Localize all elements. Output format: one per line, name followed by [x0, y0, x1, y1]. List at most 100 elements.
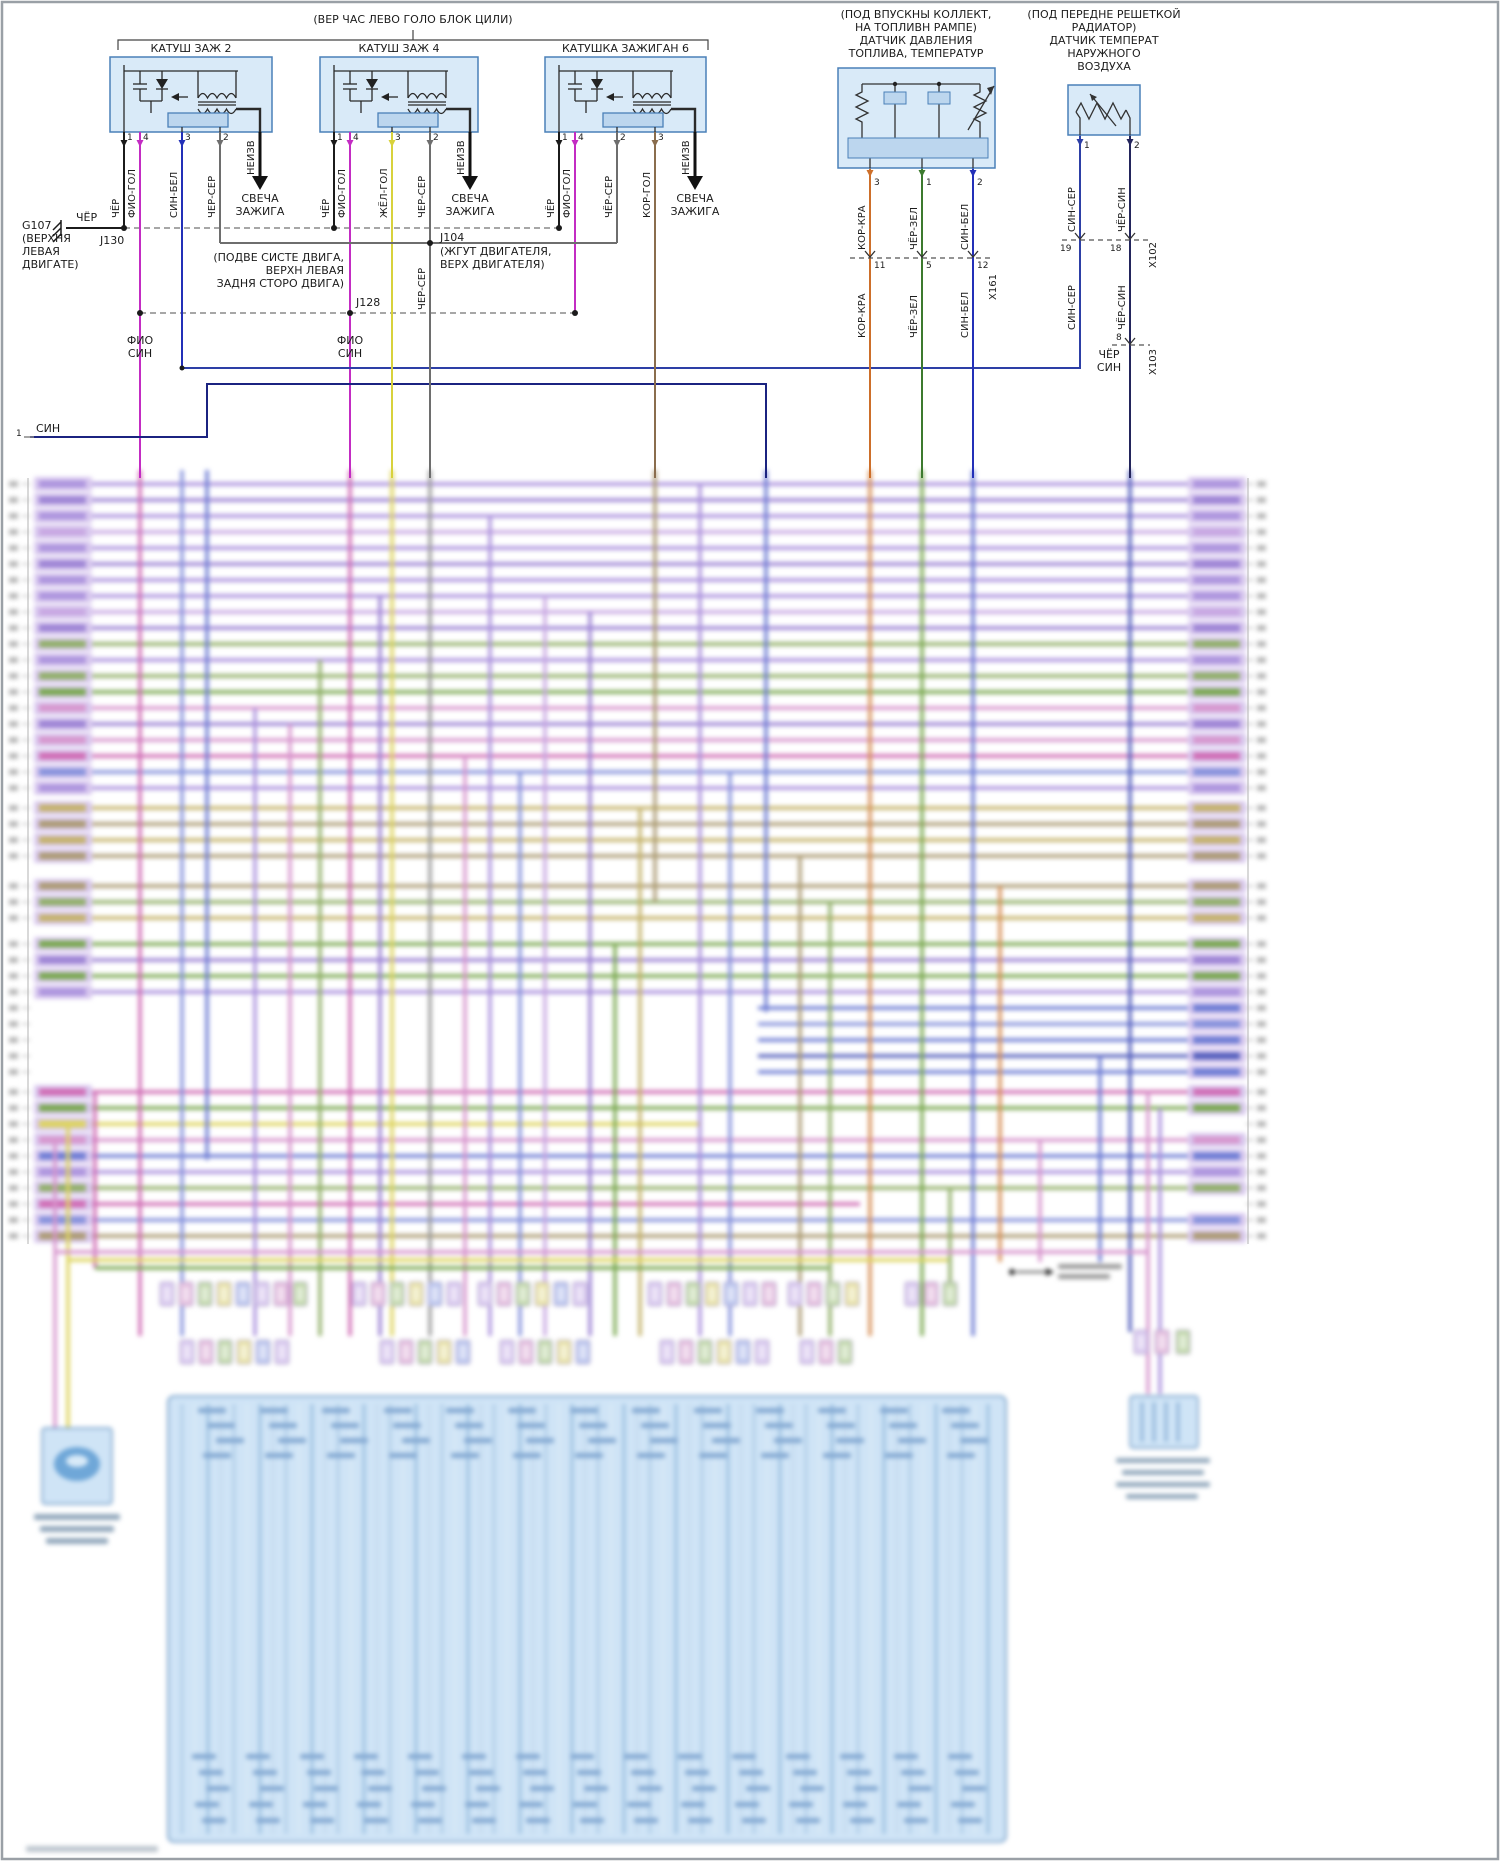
j104-wire-color-label: ЧЕР-СЕР — [417, 267, 428, 310]
coil1-spark-plug-label: СВЕЧА ЗАЖИГА — [235, 192, 285, 218]
coil3-unknown-wire-label: НЕИЗВ — [681, 140, 692, 175]
g107-ground-label: G107 (ВЕРХНЯ ЛЕВАЯ ДВИГАТЕ) — [22, 219, 79, 271]
j130-splice-label: J130 — [100, 234, 125, 247]
fuel-sensor-location-2: НА ТОПЛИВН РАМПЕ) — [855, 21, 977, 34]
connector-x161-label: X161 — [988, 274, 999, 300]
j128-location-label: (ПОДВЕ СИСТЕ ДВИГА, ВЕРХН ЛЕВАЯ ЗАДНЯ СТ… — [213, 251, 344, 290]
wire-color-fio-sin-1: ФИО СИН — [126, 334, 154, 360]
fuel-conn-pin12-number: 12 — [977, 261, 989, 271]
air-pin2-number: 2 — [1134, 141, 1140, 151]
black-ground-wires — [66, 132, 560, 229]
coil3-pin1-number: 1 — [562, 133, 568, 143]
air-sensor-location-1: (ПОД ПЕРЕДНЕ РЕШЕТКОЙ — [1027, 8, 1181, 21]
coil1-pin3-number: 3 — [185, 133, 191, 143]
gray-wires — [219, 132, 618, 478]
coil3-title: КАТУШКА ЗАЖИГАН 6 — [561, 42, 689, 55]
fuel-conn-pin11-number: 11 — [874, 261, 886, 271]
coil-group-location-label: (ВЕР ЧАС ЛЕВО ГОЛО БЛОК ЦИЛИ) — [313, 13, 513, 26]
coil1-wire4-label: ЧЕР-СЕР — [207, 175, 218, 218]
external-circuit-number: 1 — [16, 429, 22, 439]
air-sensor-name-3: ВОЗДУХА — [1077, 60, 1131, 73]
wire-color-cher-sin: ЧЁР СИН — [1096, 348, 1122, 374]
coil3-spark-plug-label: СВЕЧА ЗАЖИГА — [670, 192, 720, 218]
coil2-wire3-label: ЖЁЛ-ГОЛ — [379, 168, 390, 218]
coil1-pin2-number: 2 — [223, 133, 229, 143]
x102-pin19-number: 19 — [1060, 244, 1072, 254]
fuel-wire2-label-bottom: ЧЁР-ЗЕЛ — [909, 294, 920, 338]
coil2-wire4-label: ЧЕР-СЕР — [417, 175, 428, 218]
coil1-pin1-number: 1 — [127, 133, 133, 143]
coil2-pin3-number: 3 — [395, 133, 401, 143]
coil1-pin4-number: 4 — [143, 133, 149, 143]
ignition-coil-boxes — [109, 56, 707, 134]
coil3-wire3-label: ЧЁР-СЕР — [604, 175, 615, 218]
coil3-wire2-label: ФИО-ГОЛ — [562, 168, 573, 218]
coil2-pin1-number: 1 — [337, 133, 343, 143]
fuel-sensor-name-2: ТОПЛИВА, ТЕМПЕРАТУР — [848, 47, 984, 60]
blue-wires — [30, 132, 1081, 478]
air-wire1-label-mid: СИН-СЕР — [1067, 285, 1078, 330]
air-wire2-label-top: ЧЁР-СИН — [1117, 187, 1128, 232]
air-wire2-label-mid: ЧЁР-СИН — [1117, 285, 1128, 330]
connector-x103-label: X103 — [1148, 349, 1159, 375]
j104-splice-label: J104 — [440, 231, 465, 244]
coil3-pin3-number: 3 — [658, 133, 664, 143]
coil3-wire4-label: КОР-ГОЛ — [642, 171, 653, 218]
coil1-title: КАТУШ ЗАЖ 2 — [150, 42, 232, 55]
coil1-unknown-wire-label: НЕИЗВ — [246, 140, 257, 175]
external-wire-color-label: СИН — [36, 422, 61, 435]
g107-ground-symbol — [52, 220, 62, 243]
fuel-wire1-label-top: КОР-КРА — [857, 205, 868, 250]
inline-connectors — [850, 232, 1150, 346]
air-sensor-name-1: ДАТЧИК ТЕМПЕРАТ — [1049, 34, 1159, 47]
splice-dashed-lines — [124, 227, 575, 314]
spark-plug-arrows — [252, 132, 703, 190]
air-pin1-number: 1 — [1084, 141, 1090, 151]
wire-color-fio-sin-2: ФИО СИН — [336, 334, 364, 360]
coil2-wire2-label: ФИО-ГОЛ — [337, 168, 348, 218]
coil1-wire3-label: СИН-БЕЛ — [169, 171, 180, 218]
air-sensor-location-2: РАДИАТОР) — [1071, 21, 1137, 34]
coil2-title: КАТУШ ЗАЖ 4 — [358, 42, 440, 55]
fuel-sensor-wires — [869, 168, 974, 478]
j128-splice-label: J128 — [356, 296, 381, 309]
coil3-wire1-label: ЧЁР — [546, 198, 557, 218]
coil1-wire1-label: ЧЁР — [111, 198, 122, 218]
fuel-wire2-label-top: ЧЁР-ЗЕЛ — [909, 206, 920, 250]
fuel-wire3-label-top: СИН-БЕЛ — [960, 203, 971, 250]
fuel-sensor-name-1: ДАТЧИК ДАВЛЕНИЯ — [859, 34, 973, 47]
violet-wires — [139, 132, 576, 478]
coil2-spark-plug-label: СВЕЧА ЗАЖИГА — [445, 192, 495, 218]
coil-group-bracket — [117, 30, 709, 50]
connector-x102-label: X102 — [1148, 242, 1159, 268]
coil3-pin2-number: 2 — [620, 133, 626, 143]
fuel-sensor-location-1: (ПОД ВПУСКНЫ КОЛЛЕКТ, — [840, 8, 992, 21]
fuel-sensor-symbol — [837, 67, 996, 169]
air-sensor-name-2: НАРУЖНОГО — [1067, 47, 1141, 60]
x103-pin8-number: 8 — [1116, 333, 1122, 343]
x102-pin18-number: 18 — [1110, 244, 1122, 254]
fuel-wire3-label-bottom: СИН-БЕЛ — [960, 291, 971, 338]
air-wire1-label-top: СИН-СЕР — [1067, 187, 1078, 232]
junction-dots — [121, 225, 578, 371]
coil2-unknown-wire-label: НЕИЗВ — [456, 140, 467, 175]
fuel-pin2-number: 2 — [977, 178, 983, 188]
coil2-wire1-label: ЧЁР — [321, 198, 332, 218]
ground-wire-color-label: ЧЁР — [76, 211, 98, 224]
coil1-wire2-label: ФИО-ГОЛ — [127, 168, 138, 218]
air-temp-sensor-symbol — [1067, 84, 1141, 136]
coil2-pin4-number: 4 — [353, 133, 359, 143]
j104-location-label: (ЖГУТ ДВИГАТЕЛЯ, ВЕРХ ДВИГАТЕЛЯ) — [440, 245, 552, 271]
fuel-wire1-label-bottom: КОР-КРА — [857, 293, 868, 338]
fuel-pin1-number: 1 — [926, 178, 932, 188]
fuel-pin3-number: 3 — [874, 178, 880, 188]
coil3-pin4-number: 4 — [578, 133, 584, 143]
coil2-pin2-number: 2 — [433, 133, 439, 143]
fuel-conn-pin5-number: 5 — [926, 261, 932, 271]
pin-direction-arrows — [120, 139, 1134, 177]
